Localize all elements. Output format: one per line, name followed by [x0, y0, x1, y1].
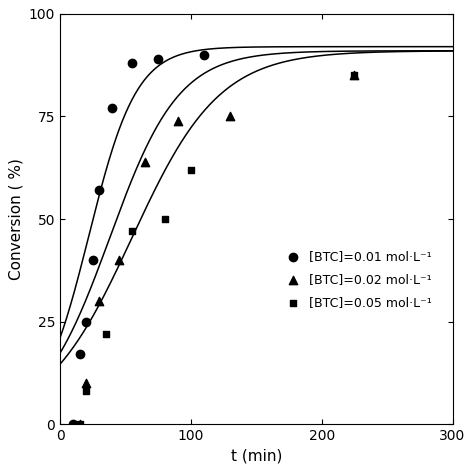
[BTC]=0.01 mol·L⁻¹: [96, 186, 103, 194]
[BTC]=0.01 mol·L⁻¹: [109, 104, 116, 112]
[BTC]=0.02 mol·L⁻¹: [76, 421, 83, 428]
[BTC]=0.02 mol·L⁻¹: [82, 379, 90, 387]
[BTC]=0.01 mol·L⁻¹: [69, 421, 77, 428]
[BTC]=0.02 mol·L⁻¹: [96, 297, 103, 305]
[BTC]=0.05 mol·L⁻¹: [128, 228, 136, 235]
[BTC]=0.05 mol·L⁻¹: [82, 388, 90, 395]
[BTC]=0.02 mol·L⁻¹: [141, 158, 149, 165]
[BTC]=0.05 mol·L⁻¹: [187, 166, 195, 174]
Legend: [BTC]=0.01 mol·L⁻¹, [BTC]=0.02 mol·L⁻¹, [BTC]=0.05 mol·L⁻¹: [BTC]=0.01 mol·L⁻¹, [BTC]=0.02 mol·L⁻¹, …: [274, 244, 438, 315]
[BTC]=0.01 mol·L⁻¹: [89, 256, 97, 264]
[BTC]=0.01 mol·L⁻¹: [155, 55, 162, 63]
[BTC]=0.02 mol·L⁻¹: [115, 256, 123, 264]
[BTC]=0.05 mol·L⁻¹: [161, 215, 169, 223]
[BTC]=0.01 mol·L⁻¹: [82, 318, 90, 325]
Y-axis label: Conversion ( %): Conversion ( %): [9, 158, 23, 280]
[BTC]=0.01 mol·L⁻¹: [200, 51, 208, 59]
[BTC]=0.01 mol·L⁻¹: [76, 351, 83, 358]
[BTC]=0.01 mol·L⁻¹: [128, 59, 136, 67]
[BTC]=0.05 mol·L⁻¹: [351, 72, 358, 79]
[BTC]=0.02 mol·L⁻¹: [351, 72, 358, 79]
[BTC]=0.05 mol·L⁻¹: [76, 421, 83, 428]
[BTC]=0.05 mol·L⁻¹: [102, 330, 109, 338]
X-axis label: t (min): t (min): [231, 449, 282, 464]
[BTC]=0.02 mol·L⁻¹: [227, 113, 234, 120]
[BTC]=0.02 mol·L⁻¹: [174, 117, 182, 124]
